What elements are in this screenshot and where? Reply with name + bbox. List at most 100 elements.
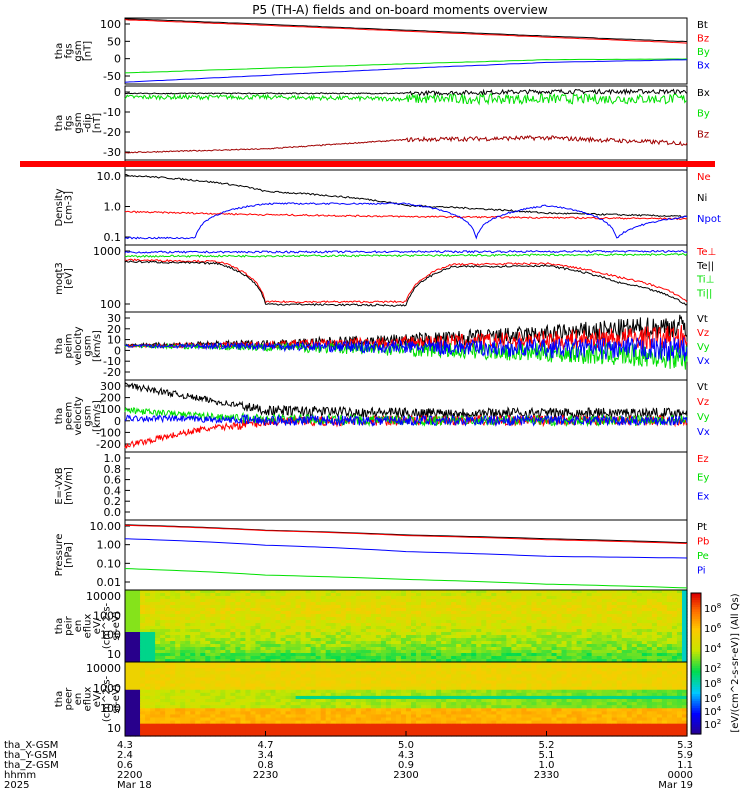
heatmap-cell bbox=[596, 656, 603, 660]
heatmap-cell bbox=[250, 665, 257, 669]
heatmap-cell bbox=[646, 590, 653, 594]
heatmap-cell bbox=[225, 683, 231, 688]
heatmap-cell bbox=[576, 659, 583, 663]
heatmap-cell bbox=[275, 723, 282, 728]
heatmap-cell bbox=[681, 614, 688, 618]
heatmap-cell bbox=[441, 705, 447, 709]
heatmap-cell bbox=[591, 590, 598, 594]
heatmap-cell bbox=[150, 705, 156, 709]
heatmap-cell bbox=[566, 626, 573, 630]
heatmap-cell bbox=[516, 699, 523, 703]
heatmap-cell bbox=[581, 644, 588, 648]
heatmap-cell bbox=[365, 605, 372, 609]
heatmap-cell bbox=[551, 641, 558, 645]
heatmap-cell bbox=[501, 677, 507, 682]
heatmap-cell bbox=[536, 632, 543, 636]
heatmap-cell bbox=[591, 644, 598, 648]
heatmap-cell bbox=[526, 626, 533, 630]
heatmap-cell bbox=[180, 711, 186, 716]
heatmap-cell bbox=[220, 650, 226, 654]
heatmap-cell bbox=[275, 608, 282, 612]
heatmap-cell bbox=[295, 702, 302, 706]
panel-7: 3002001000-100-200thapeemvelocitygsm[km/… bbox=[54, 379, 710, 453]
y-tick-label: 1000 bbox=[93, 682, 121, 695]
series-vz bbox=[124, 325, 688, 351]
heatmap-cell bbox=[671, 602, 678, 606]
heatmap-cell bbox=[240, 711, 247, 716]
heatmap-cell bbox=[145, 629, 151, 633]
heatmap-cell bbox=[310, 635, 317, 639]
heatmap-cell bbox=[135, 653, 141, 657]
heatmap-cell bbox=[516, 656, 523, 660]
heatmap-cell bbox=[140, 611, 146, 615]
heatmap-cell bbox=[566, 629, 573, 633]
y-tick-label: 10 bbox=[107, 648, 121, 661]
heatmap-cell bbox=[335, 723, 342, 728]
heatmap-cell bbox=[561, 653, 568, 657]
heatmap-cell bbox=[125, 668, 131, 672]
heatmap-cell bbox=[215, 699, 221, 703]
heatmap-cell bbox=[491, 729, 497, 734]
heatmap-cell bbox=[340, 608, 347, 612]
heatmap-cell bbox=[496, 605, 502, 609]
heatmap-cell bbox=[456, 665, 462, 669]
heatmap-cell bbox=[496, 702, 502, 706]
heatmap-cell bbox=[290, 720, 297, 725]
heatmap-cell bbox=[406, 686, 412, 691]
heatmap-cell bbox=[210, 686, 216, 691]
heatmap-cell bbox=[365, 680, 372, 685]
y-axis-label: en bbox=[73, 620, 84, 633]
heatmap-cell bbox=[476, 708, 482, 712]
heatmap-cell bbox=[586, 629, 593, 633]
heatmap-cell bbox=[225, 665, 231, 669]
heatmap-cell bbox=[135, 686, 141, 691]
heatmap-cell bbox=[526, 629, 533, 633]
heatmap-cell bbox=[245, 638, 252, 642]
heatmap-cell bbox=[320, 623, 327, 627]
heatmap-cell bbox=[511, 638, 517, 642]
heatmap-cell bbox=[451, 702, 457, 706]
heatmap-cell bbox=[160, 617, 166, 621]
heatmap-cell bbox=[230, 668, 236, 672]
heatmap-cell bbox=[481, 671, 487, 675]
heatmap-cell bbox=[180, 659, 186, 663]
heatmap-cell bbox=[145, 702, 151, 706]
heatmap-cell bbox=[355, 683, 362, 688]
heatmap-cell bbox=[461, 717, 467, 722]
heatmap-cell bbox=[350, 668, 357, 672]
heatmap-cell bbox=[571, 629, 578, 633]
heatmap-cell bbox=[451, 599, 457, 603]
heatmap-cell bbox=[285, 665, 292, 669]
heatmap-cell bbox=[155, 599, 161, 603]
heatmap-cell bbox=[616, 635, 623, 639]
heatmap-cell bbox=[170, 620, 176, 624]
heatmap-cell bbox=[150, 671, 156, 675]
heatmap-cell bbox=[531, 638, 538, 642]
heatmap-cell bbox=[180, 726, 186, 731]
heatmap-cell bbox=[611, 614, 618, 618]
heatmap-cell bbox=[471, 647, 477, 651]
heatmap-cell bbox=[215, 711, 221, 716]
heatmap-cell bbox=[150, 686, 156, 691]
heatmap-cell bbox=[390, 659, 397, 663]
series-pi bbox=[124, 538, 688, 559]
heatmap-cell bbox=[556, 593, 563, 597]
heatmap-cell bbox=[255, 729, 262, 734]
legend-entry: By bbox=[697, 109, 710, 120]
heatmap-cell bbox=[375, 708, 382, 712]
heatmap-cell bbox=[180, 611, 186, 615]
heatmap-cell bbox=[355, 674, 362, 679]
heatmap-cell bbox=[180, 602, 186, 606]
heatmap-cell bbox=[526, 596, 533, 600]
heatmap-cell bbox=[390, 653, 397, 657]
heatmap-cell bbox=[380, 590, 387, 594]
heatmap-cell bbox=[330, 644, 337, 648]
heatmap-cell bbox=[305, 723, 312, 728]
heatmap-cell bbox=[681, 626, 688, 630]
heatmap-cell bbox=[275, 590, 282, 594]
heatmap-cell bbox=[360, 632, 367, 636]
heatmap-cell bbox=[340, 626, 347, 630]
heatmap-cell bbox=[476, 695, 482, 700]
y-axis-label: en bbox=[73, 693, 84, 706]
heatmap-cell bbox=[220, 702, 226, 706]
